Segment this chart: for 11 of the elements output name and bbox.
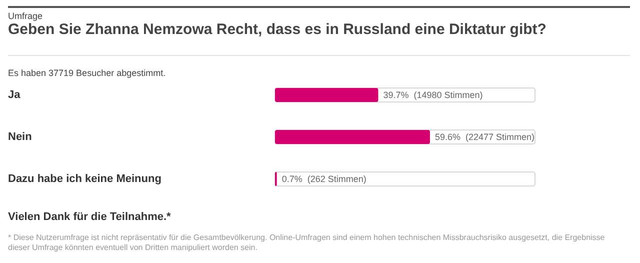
text: Vielen Dank für die Teilnahme.* [8,211,171,223]
y-tick-label: Nein [8,131,32,143]
chart-title: Geben Sie Zhanna Nemzowa Recht, dass es in Russland eine Diktatur gibt? [8,21,546,38]
data-label: 59.6% (22477 Stimmen) [434,132,535,142]
text: Umfrage [8,11,43,21]
y-tick-label: Dazu habe ich keine Meinung [8,173,162,185]
text: * Diese Nutzerumfrage ist nicht repräsentativ für die Gesamtbevölkerung. Online-Umfragen sind einem hohen technischen Missbrauchsrisiko ausgesetzt, die Ergebnisse dieser Umfrage könnten eventuell von Dritten manipuliert worden sein. [8,233,606,253]
text: Es haben 37719 Besucher abgestimmt. [8,68,166,78]
y-tick-label: Ja [8,89,22,101]
data-label: 39.7% (14980 Stimmen) [383,90,483,100]
data-label: 0.7% (262 Stimmen) [282,174,366,184]
